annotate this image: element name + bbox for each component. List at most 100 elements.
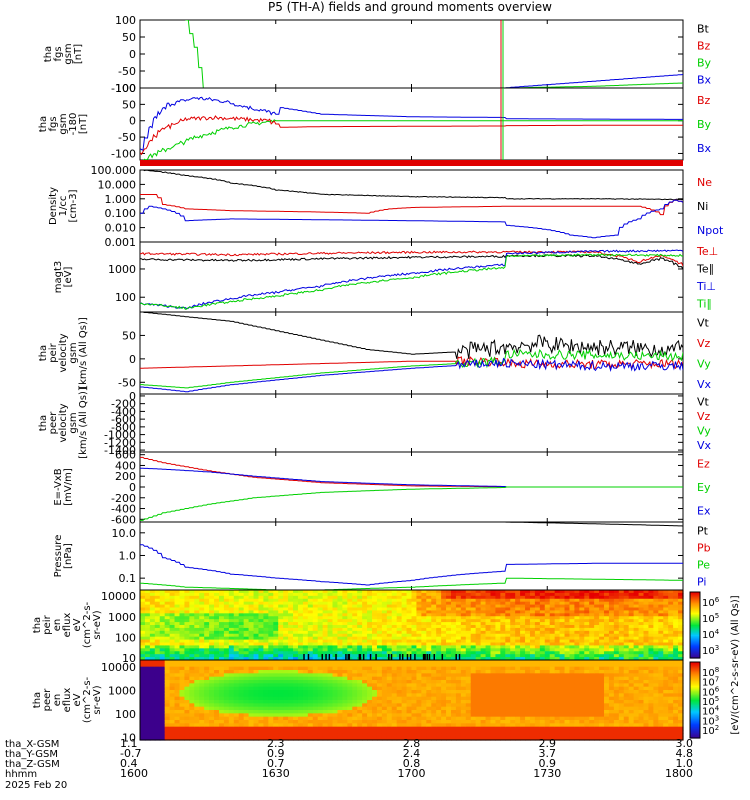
heat-cell [564,613,571,617]
heat-cell [549,703,556,708]
heat-cell [357,676,363,681]
heat-cell [559,657,566,661]
heat-cell [559,651,566,655]
y-tick-label: -600 [111,413,136,426]
heat-cell [470,660,477,664]
heat-cell [357,633,363,638]
heat-cell [485,657,492,661]
heat-cell [678,616,684,620]
heat-cell [450,592,457,597]
heat-cell [495,598,501,603]
heat-cell [653,627,659,632]
heat-cell [525,648,531,652]
heat-cell [159,645,166,649]
heat-cell [480,601,487,606]
heat-cell [475,642,482,647]
heat-cell [238,622,245,626]
heat-cell [362,693,368,698]
heat-cell [169,657,176,661]
heat-cell [406,616,413,620]
heat-cell [144,676,151,681]
heat-cell [228,706,235,711]
heat-cell [253,639,260,644]
heat-cell [401,651,408,655]
ylabel-line: magt3 [53,261,64,294]
heat-cell [584,592,590,597]
heat-cell [248,636,255,641]
heat-cell [253,696,260,701]
heat-cell [283,696,289,701]
heat-cell [594,610,600,614]
heat-cell [238,633,245,638]
heat-cell [263,651,269,655]
heat-cell [199,720,205,724]
heat-cell [485,733,492,738]
heat-cell [233,723,240,728]
heat-cell [238,690,245,694]
heat-cell [396,700,403,704]
heat-cell [307,730,314,734]
heat-cell [273,595,279,600]
heat-cell [628,616,635,620]
heat-cell [431,673,437,678]
legend-item: Npot [697,224,724,237]
heat-cell [194,622,200,626]
heat-cell [391,651,398,655]
heat-cell [184,693,190,698]
heat-cell [579,619,585,623]
heat-cell [268,700,274,704]
heat-cell [253,670,260,674]
heat-cell [584,657,590,661]
heat-cell [520,663,526,668]
heat-cell [362,663,368,668]
heat-cell [391,633,398,638]
heat-cell [179,657,186,661]
heat-cell [307,720,314,724]
heat-cell [539,693,546,698]
heat-cell [233,595,240,600]
heat-cell [327,723,334,728]
dropout [458,654,461,660]
heat-cell [618,625,625,629]
heat-cell [327,676,334,681]
heat-cell [179,693,186,698]
heat-cell [327,730,334,734]
heat-cell [189,726,195,731]
heat-cell [228,703,235,708]
heat-cell [628,645,635,649]
heat-cell [411,706,418,711]
heat-cell [485,686,492,691]
heat-cell [569,636,575,641]
heat-cell [495,633,501,638]
heat-cell [263,706,269,711]
heat-cell [218,723,225,728]
heat-cell [238,670,245,674]
heat-cell [386,700,393,704]
heat-cell [525,693,531,698]
heat-cell [347,625,353,629]
heat-cell [480,660,487,664]
heat-cell [460,663,467,668]
heat-cell [534,610,541,614]
heat-cell [653,619,659,623]
heat-cell [357,720,363,724]
heat-cell [307,657,314,661]
heat-cell [179,673,186,678]
heat-cell [480,680,487,684]
heat-cell [485,673,492,678]
heat-cell [159,723,166,728]
heat-cell [140,610,146,614]
legend-item: Pt [697,525,709,538]
heat-cell [406,673,413,678]
heat-cell [140,595,146,600]
heat-cell [441,607,447,612]
heat-cell [362,595,368,600]
heat-cell [411,716,418,721]
heat-cell [549,636,556,641]
heat-cell [332,673,339,678]
dropout [347,654,350,660]
heat-cell [184,590,190,594]
heat-cell [678,645,684,649]
heat-cell [411,683,418,688]
